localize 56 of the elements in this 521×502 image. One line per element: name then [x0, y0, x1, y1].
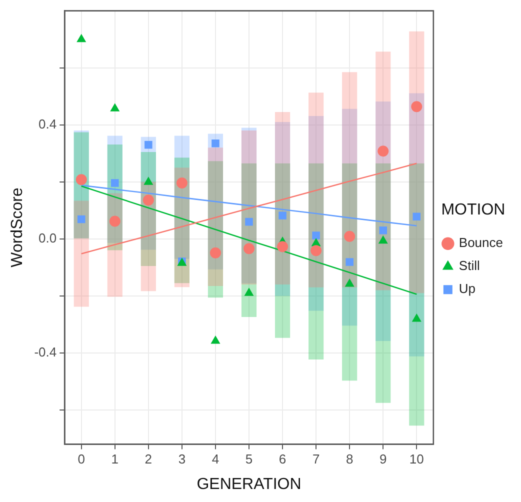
point [245, 218, 253, 226]
x-tick-label: 0 [78, 452, 85, 467]
point [76, 174, 87, 186]
x-tick-label: 6 [278, 452, 286, 467]
x-tick-label: 9 [380, 452, 387, 467]
point [176, 178, 188, 189]
point [346, 258, 354, 266]
y-axis-title: WordScore [9, 188, 26, 268]
x-tick-label: 10 [409, 452, 424, 467]
point [144, 176, 154, 185]
point [412, 314, 422, 322]
point [244, 243, 255, 254]
point [310, 245, 322, 256]
point [210, 247, 221, 258]
point [344, 230, 356, 242]
point [144, 140, 152, 149]
bar [74, 200, 89, 307]
x-tick-label: 7 [312, 452, 320, 467]
point [379, 226, 388, 234]
point [344, 278, 354, 287]
legend-label: Up [458, 281, 476, 296]
point [210, 335, 220, 344]
legend-label: Bounce [458, 235, 504, 250]
point [109, 216, 120, 227]
x-axis-title: GENERATION [196, 476, 302, 493]
bar [342, 72, 358, 288]
y-tick-label: -0.4 [34, 344, 57, 360]
point [378, 146, 389, 157]
x-tick-label: 3 [178, 452, 186, 467]
point [110, 103, 120, 112]
x-tick-label: 1 [111, 452, 119, 467]
x-tick-label: 5 [245, 452, 253, 467]
bar [308, 92, 324, 288]
legend-title: MOTION [441, 201, 506, 218]
point [411, 101, 422, 112]
point [111, 179, 119, 187]
point [312, 232, 320, 240]
point [142, 194, 154, 206]
point [244, 288, 254, 296]
x-tick-label: 8 [346, 452, 354, 467]
bar [409, 31, 424, 294]
bar [208, 148, 224, 286]
point [278, 212, 286, 220]
legend-label: Still [458, 258, 480, 274]
bar [107, 193, 122, 297]
x-tick-label: 2 [144, 452, 152, 467]
point [212, 139, 220, 148]
point [277, 241, 288, 252]
y-tick-label: 0.4 [38, 116, 57, 132]
y-tick-label: 0.0 [38, 230, 57, 246]
bar [140, 182, 156, 292]
x-tick-label: 4 [212, 452, 220, 467]
point [412, 212, 421, 221]
point [77, 215, 86, 224]
point [378, 235, 388, 244]
bar [376, 52, 391, 290]
